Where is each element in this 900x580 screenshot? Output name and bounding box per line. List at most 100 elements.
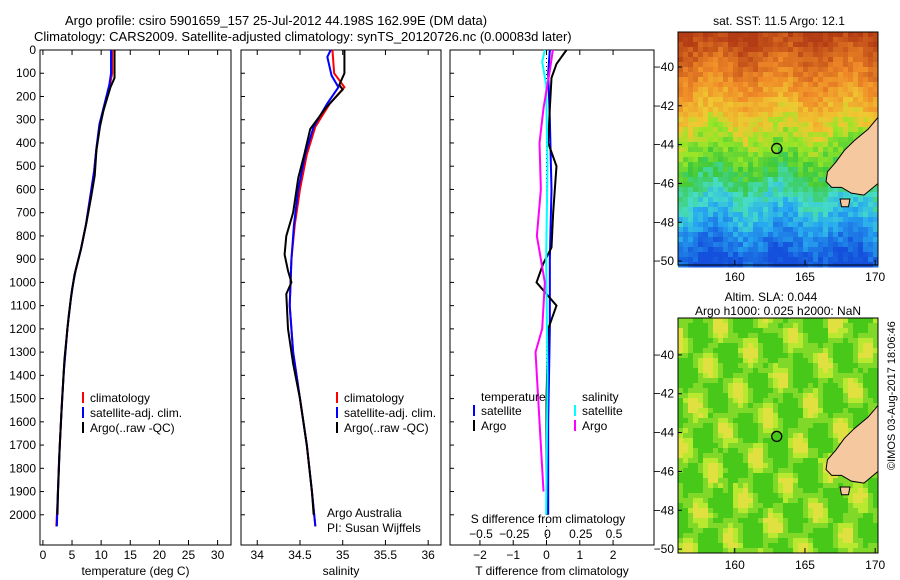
- map-cell: [743, 513, 749, 519]
- map-cell: [743, 418, 749, 424]
- map-cell: [768, 37, 774, 43]
- map-cell: [808, 533, 814, 539]
- map-cell: [708, 453, 714, 459]
- map-cell: [793, 122, 799, 128]
- map-cell: [743, 523, 749, 529]
- map-cell: [813, 543, 819, 549]
- map-cell: [693, 418, 699, 424]
- map-cell: [738, 102, 744, 108]
- map-cell: [718, 112, 724, 118]
- map-cell: [703, 67, 709, 73]
- map-cell: [728, 413, 734, 419]
- map-cell: [708, 77, 714, 83]
- map-cell: [693, 473, 699, 479]
- map-cell: [838, 237, 844, 243]
- map-cell: [833, 358, 839, 364]
- map-cell: [693, 463, 699, 469]
- x-tick-label: 35: [336, 548, 350, 562]
- map-cell: [828, 383, 834, 389]
- map-cell: [768, 433, 774, 439]
- map-cell: [793, 157, 799, 163]
- map-cell: [708, 423, 714, 429]
- map-cell: [818, 493, 824, 499]
- map-cell: [783, 523, 789, 529]
- map-cell: [718, 42, 724, 48]
- map-cell: [868, 538, 874, 544]
- map-cell: [723, 252, 729, 258]
- map-cell: [848, 403, 854, 409]
- map-cell: [803, 132, 809, 138]
- map-cell: [718, 197, 724, 203]
- map-cell: [713, 247, 719, 253]
- map-cell: [828, 443, 834, 449]
- map-cell: [813, 212, 819, 218]
- map-cell: [798, 413, 804, 419]
- map-cell: [778, 172, 784, 178]
- map-cell: [773, 157, 779, 163]
- map-cell: [828, 32, 834, 38]
- map-cell: [723, 92, 729, 98]
- map-cell: [773, 358, 779, 364]
- map-cell: [763, 333, 769, 339]
- map-cell: [693, 212, 699, 218]
- map-cell: [798, 252, 804, 258]
- map-cell: [693, 373, 699, 379]
- map-cell: [753, 323, 759, 329]
- map-cell: [768, 192, 774, 198]
- map-cell: [843, 503, 849, 509]
- map-cell: [858, 408, 864, 414]
- map-cell: [698, 538, 704, 544]
- map-cell: [713, 348, 719, 354]
- map-cell: [753, 32, 759, 38]
- map-cell: [798, 403, 804, 409]
- map-cell: [793, 328, 799, 334]
- map-cell: [773, 162, 779, 168]
- map-cell: [683, 483, 689, 489]
- map-cell: [808, 373, 814, 379]
- map-cell: [678, 122, 684, 128]
- map-cell: [718, 483, 724, 489]
- legend-swatch: [473, 405, 475, 416]
- map-cell: [723, 237, 729, 243]
- map-cell: [733, 498, 739, 504]
- map-cell: [833, 408, 839, 414]
- map-cell: [843, 232, 849, 238]
- map-cell: [818, 478, 824, 484]
- map-cell: [828, 157, 834, 163]
- map-cell: [853, 393, 859, 399]
- map-cell: [738, 498, 744, 504]
- map-cell: [848, 393, 854, 399]
- map-cell: [698, 222, 704, 228]
- map-cell: [808, 187, 814, 193]
- map-cell: [808, 132, 814, 138]
- map-cell: [783, 328, 789, 334]
- map-cell: [683, 152, 689, 158]
- map-cell: [818, 428, 824, 434]
- map-cell: [688, 438, 694, 444]
- map-cell: [823, 207, 829, 213]
- map-cell: [753, 242, 759, 248]
- map-cell: [798, 443, 804, 449]
- map-cell: [683, 533, 689, 539]
- map-cell: [778, 408, 784, 414]
- map-cell: [738, 383, 744, 389]
- map-cell: [693, 428, 699, 434]
- map-cell: [848, 408, 854, 414]
- map-cell: [738, 473, 744, 479]
- map-cell: [678, 368, 684, 374]
- map-cell: [868, 483, 874, 489]
- map-cell: [813, 353, 819, 359]
- map-cell: [783, 373, 789, 379]
- map-cell: [823, 87, 829, 93]
- map-cell: [823, 533, 829, 539]
- map-cell: [768, 523, 774, 529]
- map-cell: [813, 242, 819, 248]
- map-cell: [808, 398, 814, 404]
- map-cell: [813, 72, 819, 78]
- lat-tick-label: −42: [654, 387, 675, 401]
- map-cell: [803, 443, 809, 449]
- map-cell: [768, 498, 774, 504]
- map-cell: [713, 187, 719, 193]
- map-cell: [873, 368, 879, 374]
- map-cell: [783, 237, 789, 243]
